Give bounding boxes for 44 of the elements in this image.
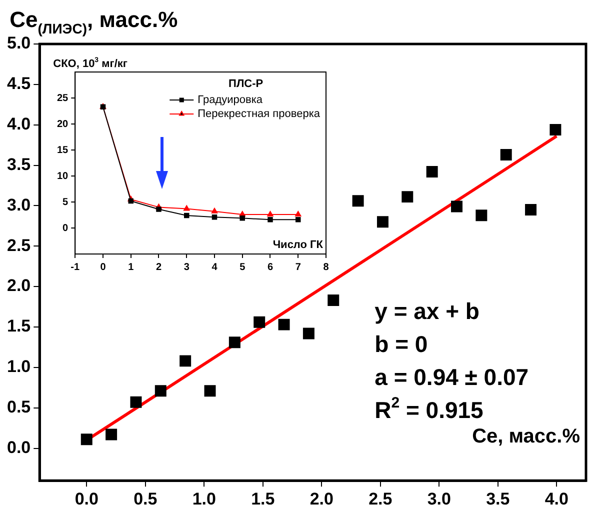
y-tick-label: 3.0 [6,195,31,214]
y-tick-label: 25 [57,92,69,104]
x-tick-label: 3.0 [427,489,451,508]
legend-title: ПЛС-Р [228,78,264,90]
y-tick-label: 10 [57,170,69,182]
y-tick-label: 3.5 [6,154,31,174]
x-tick-label: 5 [240,262,246,273]
x-tick-label: 7 [295,262,302,273]
x-tick-label: 6 [267,262,274,273]
x-tick-label: 2.5 [368,489,392,508]
x-tick-label: 1 [128,262,134,273]
x-tick-label: 8 [323,262,330,273]
x-axis-title: Ce, масс.% [472,426,580,448]
x-tick-label: 2.0 [310,489,334,508]
x-axis-title: Число ГК [272,239,324,251]
x-tick-label: 4 [212,262,218,273]
y-tick-label: 0.0 [6,438,31,457]
y-tick-label: 5 [62,196,69,208]
x-tick-label: 1.0 [192,489,216,508]
y-tick-label: 2.0 [6,276,31,296]
legend-label: Градуировка [198,94,264,106]
x-tick-label: 2 [156,262,162,273]
x-tick-label: 3.5 [486,489,510,508]
y-tick-label: 0.5 [6,398,31,417]
y-tick-label: 2.5 [6,236,31,255]
y-tick-label: 4.0 [6,114,31,134]
legend-label: Перекрестная проверка [198,108,321,120]
x-tick-label: 3 [184,262,190,273]
annotation: b = 0 [374,331,428,357]
x-tick-label: 1.5 [251,489,275,508]
x-tick-label: 4.0 [544,489,568,508]
y-tick-label: 4.5 [6,74,31,94]
y-tick-label: 5.0 [6,34,31,53]
y-tick-label: 1.5 [6,316,31,336]
x-tick-label: 0 [100,262,106,273]
x-tick-label: 0.0 [74,489,98,508]
annotation: a = 0.94 ± 0.07 [374,364,529,390]
y-tick-label: 0 [62,222,69,234]
annotation: y = ax + b [374,298,480,324]
y-tick-label: 1.0 [6,357,31,376]
y-tick-label: 20 [57,118,69,130]
x-tick-label: -1 [70,262,80,273]
x-tick-label: 0.5 [134,489,158,508]
y-tick-label: 15 [57,144,69,156]
